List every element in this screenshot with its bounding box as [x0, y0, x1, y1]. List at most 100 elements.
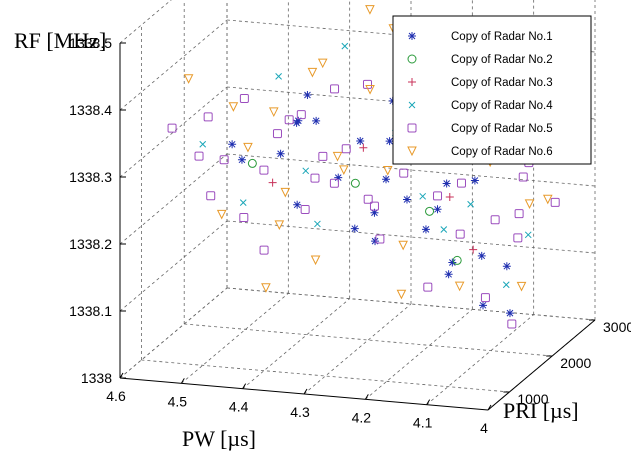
data-point — [399, 168, 409, 178]
data-point — [314, 220, 321, 228]
x-tick-label: 4 — [480, 420, 488, 436]
data-point — [307, 67, 318, 78]
data-point — [350, 224, 359, 233]
y-tick-label: 1000 — [517, 391, 548, 407]
grid-line — [426, 314, 534, 405]
data-point — [268, 178, 277, 187]
grid-line — [365, 309, 473, 400]
x-tick-mark — [487, 404, 492, 411]
grid-line — [226, 287, 596, 321]
legend-box — [392, 15, 592, 165]
data-point — [382, 165, 393, 176]
legend-label: Copy of Radar No.6 — [451, 146, 553, 158]
data-point — [444, 270, 453, 279]
data-point — [310, 173, 320, 183]
data-point — [268, 107, 279, 118]
data-point — [433, 191, 443, 201]
data-point — [440, 226, 448, 233]
y-tick-label: 2000 — [560, 355, 591, 371]
legend-marker — [407, 54, 417, 64]
legend-label: Copy of Radar No.5 — [451, 123, 553, 135]
data-point — [514, 209, 524, 219]
z-tick-label: 1338.3 — [69, 169, 112, 185]
x-tick-mark — [119, 372, 124, 379]
series-radar-3 — [268, 143, 478, 254]
data-point — [276, 149, 285, 158]
data-point — [467, 200, 474, 208]
data-point — [370, 208, 379, 217]
legend-item: Copy of Radar No.2 — [407, 54, 553, 66]
data-point — [356, 137, 365, 146]
x-tick-mark — [180, 378, 185, 384]
data-point — [445, 192, 454, 201]
legend-item: Copy of Radar No.3 — [408, 77, 553, 89]
grid-line — [119, 287, 228, 379]
data-point — [329, 178, 339, 188]
y-tick-label: 3000 — [603, 319, 631, 335]
data-point — [259, 165, 269, 175]
data-point — [194, 151, 204, 161]
legend-item: Copy of Radar No.6 — [407, 146, 553, 158]
data-point — [302, 167, 310, 175]
data-point — [524, 231, 532, 239]
legend-marker — [408, 78, 416, 86]
data-point — [293, 200, 302, 209]
data-point — [341, 144, 351, 154]
z-tick-label: 1338.2 — [69, 236, 112, 252]
legend-marker — [408, 101, 416, 109]
x-tick-mark — [426, 399, 431, 405]
data-point — [203, 112, 213, 122]
data-point — [216, 209, 227, 220]
x-axis-title: PW [µs] — [182, 426, 256, 451]
data-point — [382, 175, 391, 184]
data-point — [452, 255, 462, 265]
data-point — [442, 179, 451, 188]
legend-item: Copy of Radar No.5 — [407, 123, 553, 135]
data-point — [433, 205, 442, 214]
data-point — [237, 155, 246, 164]
grid-line — [184, 323, 553, 357]
x-tick-label: 4.2 — [352, 409, 372, 425]
data-point — [334, 173, 343, 182]
x-tick-mark — [303, 388, 308, 395]
legend-marker — [407, 123, 417, 133]
data-point — [421, 225, 430, 234]
data-point — [300, 204, 310, 214]
data-point — [274, 220, 285, 230]
legend-item: Copy of Radar No.1 — [408, 31, 553, 43]
grid-line — [119, 19, 228, 111]
data-point — [490, 215, 500, 225]
data-point — [369, 201, 379, 211]
data-point — [199, 140, 207, 148]
x-tick-mark — [364, 394, 369, 400]
data-point — [332, 151, 343, 162]
data-point — [338, 165, 349, 176]
grid-line — [242, 298, 350, 389]
y-axis-line — [487, 319, 596, 411]
data-point — [317, 58, 328, 69]
legend: Copy of Radar No.1 Copy of Radar No.2 Copy… — [392, 15, 592, 165]
legend-marker — [407, 146, 417, 157]
legend-label: Copy of Radar No.1 — [451, 31, 553, 43]
data-point — [454, 281, 465, 292]
x-tick-mark — [242, 383, 247, 389]
data-point — [239, 199, 247, 206]
data-point — [448, 258, 457, 267]
data-point — [284, 115, 294, 125]
data-point — [247, 158, 257, 168]
data-point — [398, 240, 408, 251]
x-tick-label: 4.5 — [168, 393, 188, 409]
data-point — [292, 118, 301, 127]
data-point — [261, 283, 271, 293]
data-point — [239, 213, 249, 223]
grid-line — [119, 0, 172, 44]
data-point — [243, 142, 253, 153]
data-point — [362, 79, 372, 89]
data-point — [318, 151, 328, 161]
data-point — [423, 282, 433, 292]
data-point — [505, 309, 514, 318]
data-point — [425, 206, 435, 216]
data-point — [303, 91, 312, 99]
z-axis-title: RF [MHz] — [14, 28, 106, 53]
data-point — [296, 110, 306, 120]
